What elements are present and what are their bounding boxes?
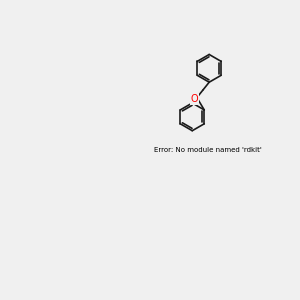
Text: O: O bbox=[191, 94, 198, 104]
Text: Error: No module named 'rdkit': Error: No module named 'rdkit' bbox=[154, 146, 262, 152]
